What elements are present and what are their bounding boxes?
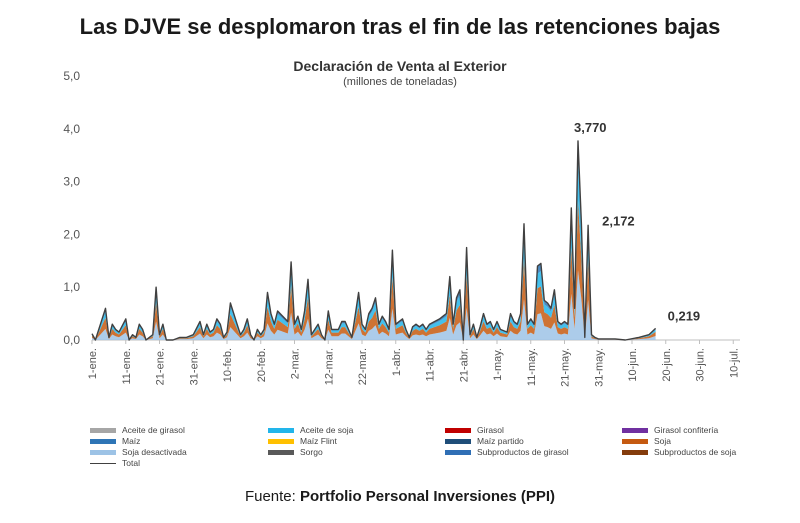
- legend-label: Maíz: [122, 436, 141, 446]
- y-tick-label: 0,0: [63, 333, 80, 347]
- x-axis: 1-ene. 11-ene. 21-ene. 31-ene. 10-feb. 20-feb…: [87, 339, 740, 387]
- chart-title: Declaración de Venta al Exterior: [293, 58, 507, 74]
- legend-item: Soja desactivada: [90, 447, 187, 457]
- source-prefix: Fuente:: [244, 488, 300, 505]
- legend-swatch: [268, 450, 294, 456]
- legend-swatch: [622, 428, 648, 434]
- legend-swatch: [268, 439, 294, 445]
- legend-label: Soja: [654, 436, 672, 446]
- legend-label: Soja desactivada: [122, 447, 187, 457]
- x-tick-label: 30-jun.: [695, 348, 707, 382]
- legend-item: Soja: [622, 436, 671, 446]
- y-tick-label: 1,0: [63, 280, 80, 294]
- legend-item: Total: [90, 458, 140, 468]
- x-tick-label: 22-mar.: [357, 348, 369, 385]
- legend-item: Girasol: [445, 425, 504, 435]
- x-tick-label: 11-may.: [526, 348, 538, 386]
- y-tick-label: 2,0: [63, 227, 80, 241]
- x-tick-label: 10-jul.: [728, 348, 740, 378]
- y-tick-label: 4,0: [63, 122, 80, 136]
- total-line: [91, 140, 657, 341]
- source-name: Portfolio Personal Inversiones (PPI): [299, 488, 556, 505]
- legend-label: Sorgo: [300, 447, 323, 457]
- total-line-group: [91, 140, 657, 341]
- x-tick-label: 11-abr.: [425, 348, 437, 381]
- x-tick-label: 10-feb.: [222, 348, 234, 382]
- x-tick-label: 21-may.: [560, 348, 572, 387]
- legend-label: Subproductos de soja: [654, 447, 737, 457]
- legend-swatch: [90, 450, 116, 456]
- legend-swatch: [445, 450, 471, 456]
- legend-item: Maíz: [90, 436, 140, 446]
- legend-label: Aceite de soja: [300, 425, 354, 435]
- legend-label: Subproductos de girasol: [477, 447, 569, 457]
- stacked-areas: [92, 140, 656, 340]
- chart-subtitle: (millones de toneladas): [343, 76, 457, 88]
- annotations: 3,770 2,172 0,219: [574, 120, 700, 323]
- x-tick-label: 1-abr.: [391, 348, 403, 376]
- x-tick-label: 10-jun.: [627, 348, 639, 382]
- source-note: Fuente: Portfolio Personal Inversiones (…: [0, 488, 800, 505]
- headline: Las DJVE se desplomaron tras el fin de l…: [79, 14, 721, 39]
- legend-item: Maíz partido: [445, 436, 524, 446]
- x-tick-label: 31-ene.: [188, 348, 200, 385]
- legend-swatch: [445, 428, 471, 434]
- x-tick-label: 12-mar.: [323, 348, 335, 385]
- legend-label: Girasol confitería: [654, 425, 719, 435]
- x-tick-label: 11-ene.: [121, 348, 133, 385]
- legend-swatch: [90, 428, 116, 434]
- legend-label: Total: [122, 458, 140, 468]
- x-tick-label: 20-feb.: [256, 348, 268, 382]
- x-tick-label: 21-ene.: [155, 348, 167, 385]
- legend-item: Aceite de girasol: [90, 425, 185, 435]
- legend-item: Maíz Flint: [268, 436, 337, 446]
- x-tick-label: 1-ene.: [87, 348, 99, 379]
- legend-swatch: [90, 439, 116, 445]
- legend-item: Subproductos de girasol: [445, 447, 569, 457]
- x-tick-label: 1-may.: [492, 348, 504, 381]
- legend-label: Maíz partido: [477, 436, 524, 446]
- legend-swatch: [90, 463, 116, 465]
- y-tick-label: 5,0: [63, 69, 80, 83]
- x-tick-label: 20-jun.: [661, 348, 673, 382]
- legend-swatch: [445, 439, 471, 445]
- x-tick-label: 2-mar.: [290, 348, 302, 379]
- legend-label: Aceite de girasol: [122, 425, 185, 435]
- legend-item: Girasol confitería: [622, 425, 718, 435]
- peak-annotation: 0,219: [668, 308, 701, 323]
- legend-label: Girasol: [477, 425, 504, 435]
- legend-item: Sorgo: [268, 447, 323, 457]
- x-tick-label: 31-may.: [593, 348, 605, 387]
- legend-swatch: [622, 439, 648, 445]
- x-tick-label: 21-abr.: [458, 348, 470, 382]
- peak-annotation: 3,770: [574, 120, 607, 135]
- legend-swatch: [268, 428, 294, 434]
- legend-item: Subproductos de soja: [622, 447, 736, 457]
- peak-annotation: 2,172: [602, 213, 635, 228]
- legend-item: Aceite de soja: [268, 425, 353, 435]
- legend-swatch: [622, 450, 648, 456]
- y-axis: 0,0 1,0 2,0 3,0 4,0 5,0: [63, 69, 80, 347]
- legend-label: Maíz Flint: [300, 436, 337, 446]
- y-tick-label: 3,0: [63, 175, 80, 189]
